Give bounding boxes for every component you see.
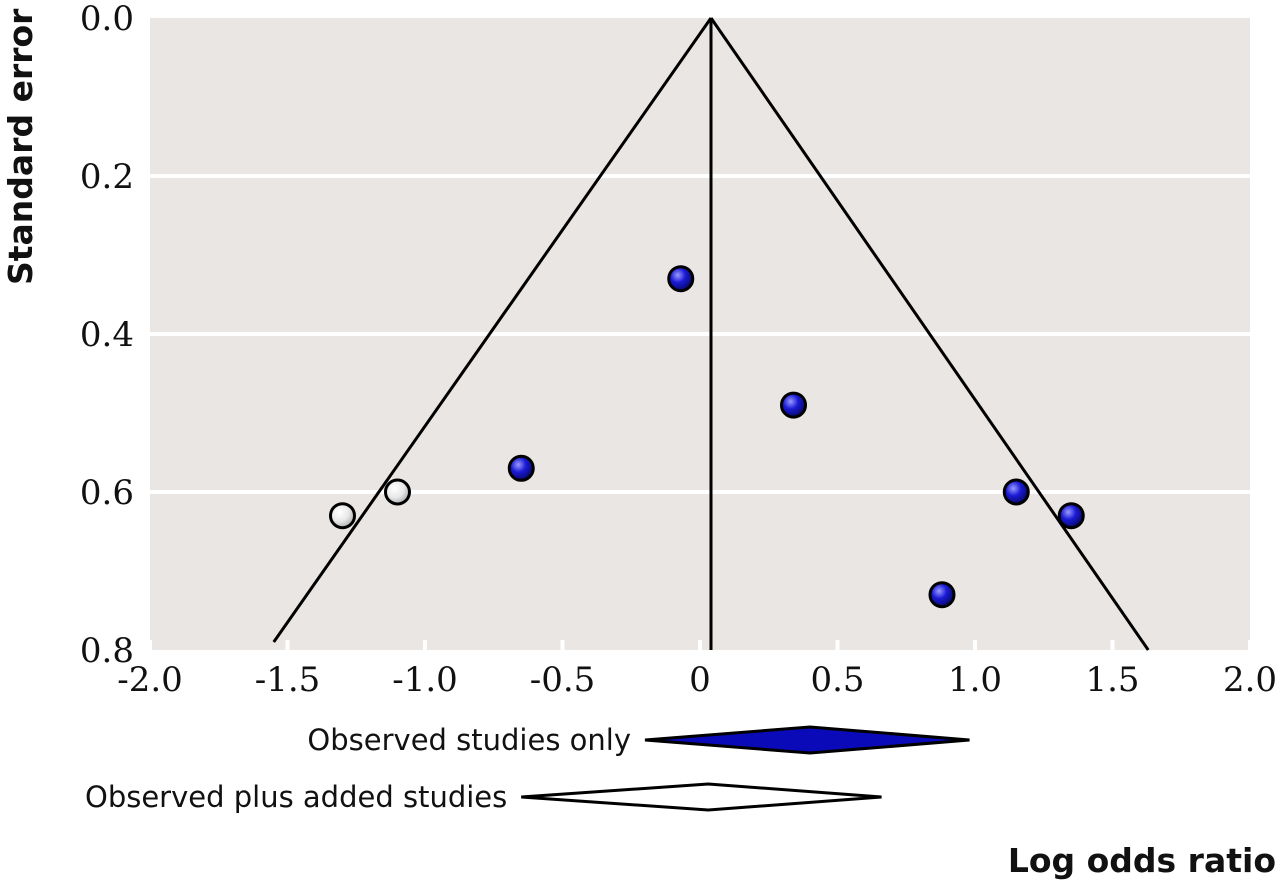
x-tick-label: -2.0 <box>117 660 183 700</box>
x-tick-label: -1.5 <box>255 660 321 700</box>
y-tick-label: 0.0 <box>80 0 134 39</box>
added-summary-label: Observed plus added studies <box>85 780 507 814</box>
x-tick-label: 1.5 <box>1085 660 1139 700</box>
y-axis-title: Standard error <box>1 8 40 285</box>
x-tick-label: 0.5 <box>810 660 864 700</box>
y-axis-ticks: 0.0 0.2 0.4 0.6 0.8 <box>80 0 134 671</box>
summary-diamonds: Observed studies only Observed plus added… <box>85 723 970 814</box>
added-summary-diamond <box>521 782 882 812</box>
y-tick-label: 0.4 <box>80 315 134 355</box>
x-tick-label: 1.0 <box>948 660 1002 700</box>
y-tick-label: 0.6 <box>80 473 134 513</box>
x-axis-title: Log odds ratio <box>1008 841 1276 880</box>
y-tick-label: 0.2 <box>80 157 134 197</box>
observed-study-point <box>928 581 956 609</box>
funnel-right-line <box>709 17 1150 651</box>
study-points <box>329 265 1085 609</box>
added-study-point <box>384 478 411 506</box>
observed-study-point <box>780 391 807 419</box>
observed-summary-diamond <box>644 725 970 755</box>
x-tick-label: -1.0 <box>392 660 458 700</box>
x-tick-label: 0 <box>689 660 711 700</box>
x-axis-ticks: -2.0 -1.5 -1.0 -0.5 0 0.5 1.0 1.5 2.0 <box>117 640 1277 700</box>
x-tick-label: 2.0 <box>1223 660 1277 700</box>
grid-lines <box>150 174 1250 494</box>
funnel-left-line <box>272 17 713 643</box>
observed-study-point <box>667 265 695 293</box>
observed-study-point <box>507 454 535 482</box>
observed-study-point <box>1002 478 1030 506</box>
observed-summary-label: Observed studies only <box>307 723 631 757</box>
observed-study-point <box>1057 502 1085 530</box>
y-tick-label: 0.8 <box>80 631 134 671</box>
x-tick-label: -0.5 <box>530 660 596 700</box>
funnel-lines <box>272 17 1150 651</box>
added-study-point <box>329 502 356 530</box>
